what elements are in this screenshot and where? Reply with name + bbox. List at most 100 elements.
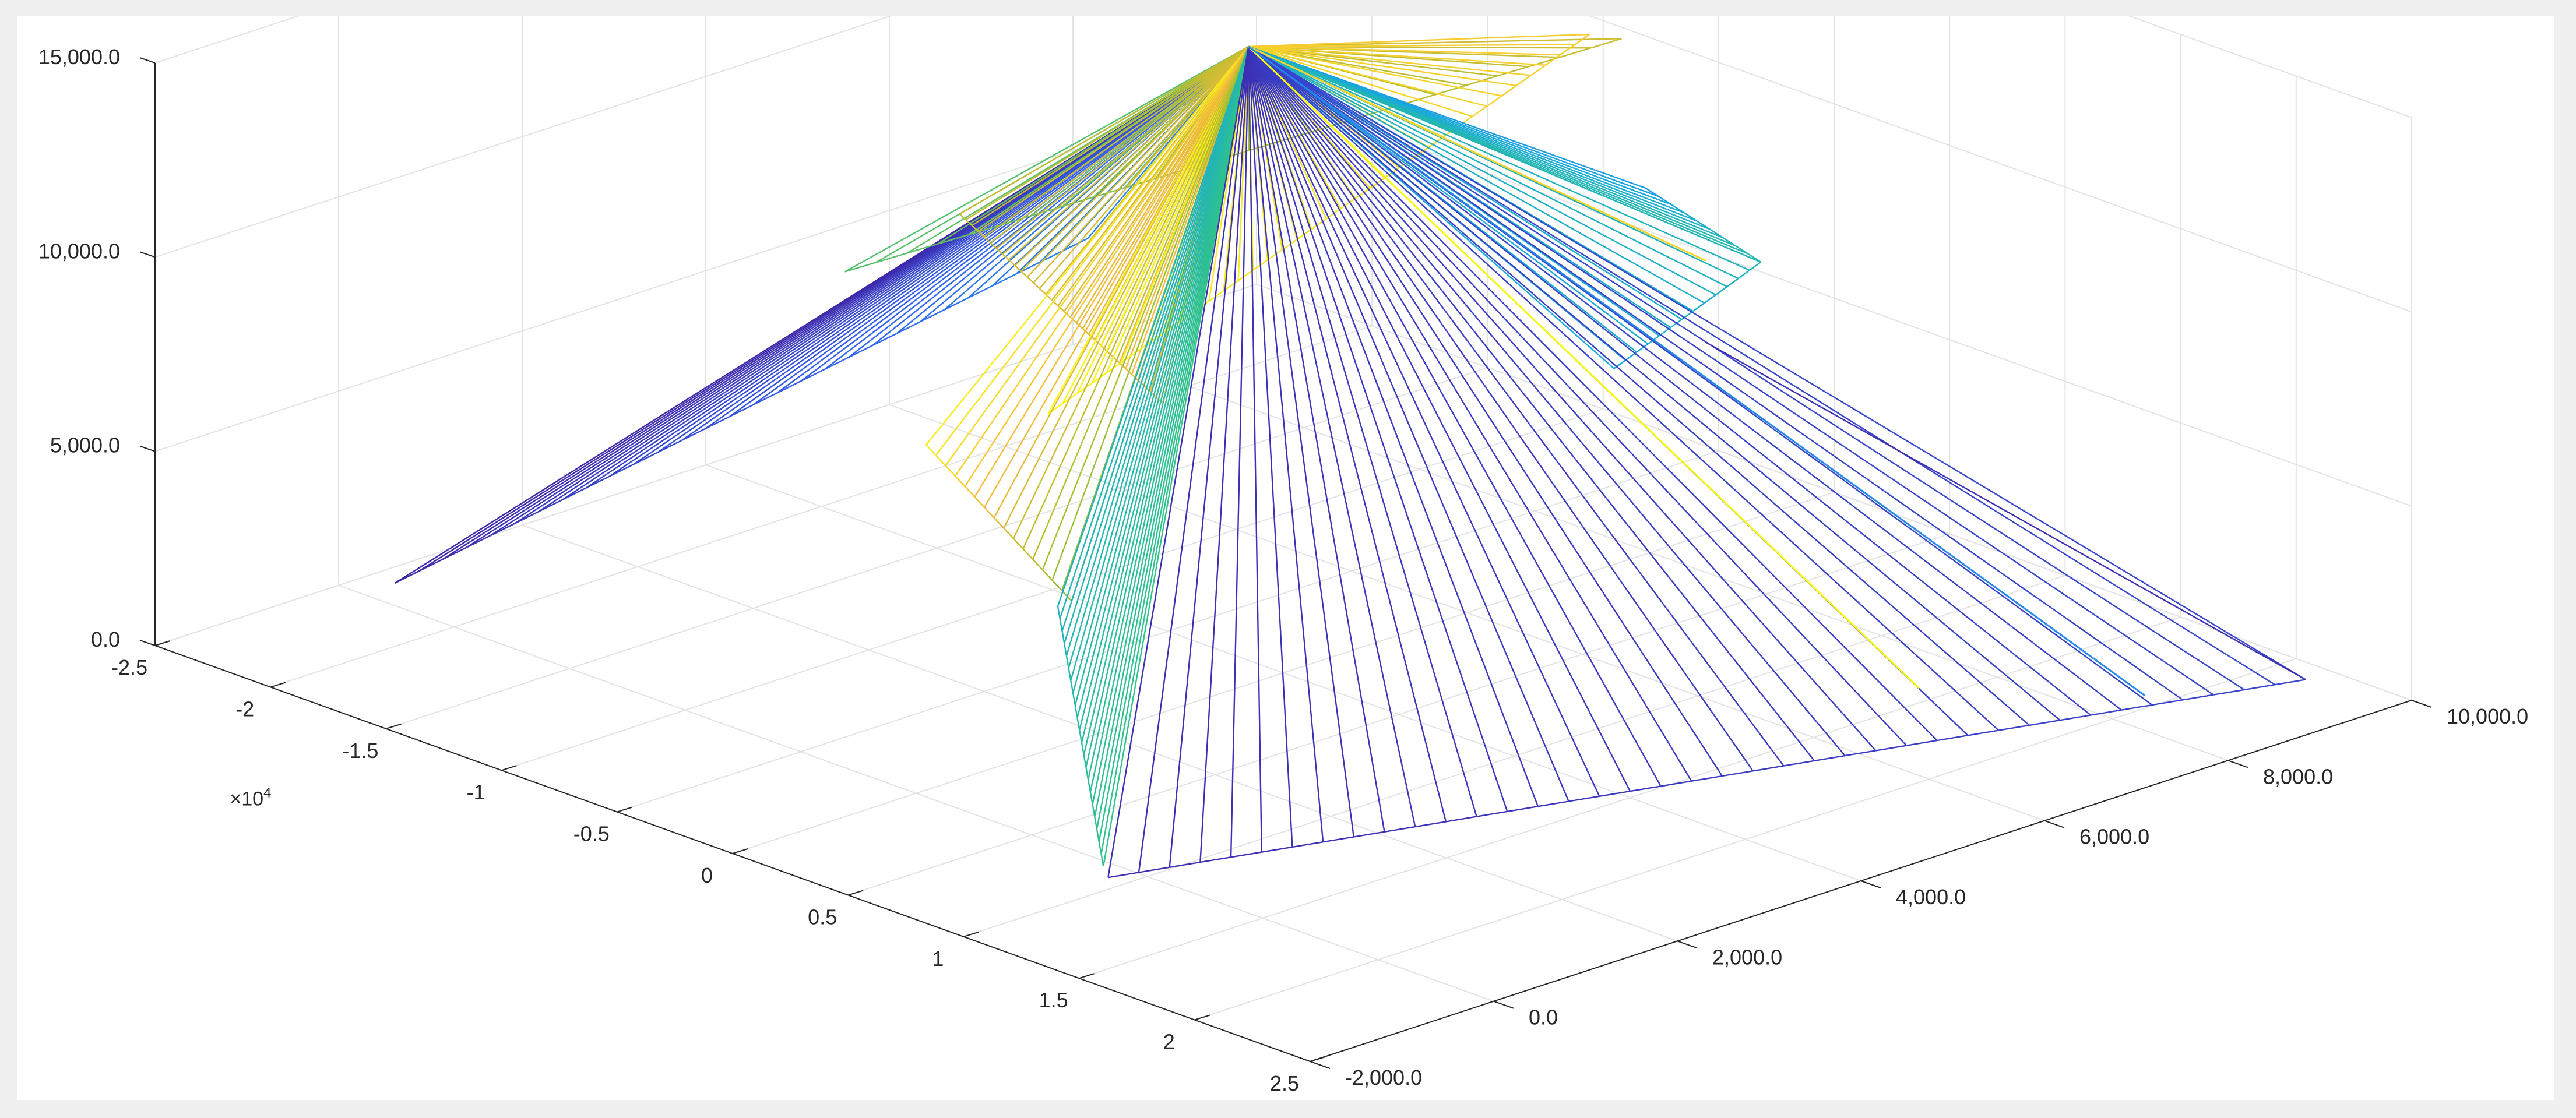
series-edge <box>1079 729 1083 743</box>
series-edge <box>1070 680 1074 693</box>
series-edge <box>965 219 973 226</box>
series-line <box>1248 45 2245 690</box>
series-edge <box>2029 720 2060 726</box>
x-axis-tick <box>1194 1014 1210 1021</box>
series-edge <box>1156 397 1163 404</box>
y-tick-label: 4,000.0 <box>1896 885 1966 909</box>
x-axis-tick <box>732 848 748 854</box>
series-edge <box>1064 311 1071 318</box>
series-edge <box>1497 66 1529 77</box>
series-edge <box>1002 253 1009 260</box>
series-line <box>1014 46 1250 266</box>
x-tick-label: -0.5 <box>573 822 610 846</box>
series-line <box>1003 46 1250 529</box>
series-edge <box>1138 866 1170 873</box>
series-edge <box>442 546 467 560</box>
gridline-back-z <box>2083 0 2412 118</box>
y-tick-label: 10,000.0 <box>2447 704 2528 728</box>
series-edge <box>1530 64 1546 76</box>
series-line <box>1032 46 1250 560</box>
series-edge <box>896 320 921 334</box>
series-line <box>1103 46 1250 867</box>
series-line <box>1248 46 1692 782</box>
series-line <box>1248 46 1447 822</box>
y-tick-label: 6,000.0 <box>2079 825 2149 849</box>
plot-area: -2.5 -2 -1.5 -1 -0.5 0 0.5 1 1.5 2 2.5 -2,000.0 0.0 2… <box>17 0 2554 1100</box>
series-edge <box>1630 785 1661 792</box>
z-tick-label: 10,000.0 <box>38 239 120 263</box>
x-axis-exponent-label: ×104 <box>230 785 271 810</box>
series-edge <box>977 231 985 238</box>
series-edge <box>984 506 995 519</box>
series-line <box>1248 46 1877 752</box>
series-edge <box>906 243 938 254</box>
series-line <box>1248 46 1354 837</box>
series-edge <box>1715 286 1728 296</box>
series-line <box>800 45 1250 382</box>
series-edge <box>1906 739 1937 746</box>
series-edge <box>1692 302 1705 312</box>
series-line <box>1169 46 1250 867</box>
series-line <box>1230 46 1250 858</box>
y-axis-tick <box>1493 1000 1514 1009</box>
series-line <box>1022 46 1250 549</box>
series-line <box>1061 46 1250 632</box>
series-line <box>983 45 1250 238</box>
series-edge <box>1022 548 1034 560</box>
series-edge <box>800 368 826 382</box>
gridline-left-z <box>154 284 1257 646</box>
series-line <box>1248 44 1575 48</box>
series-line <box>1076 46 1250 394</box>
series-edge <box>1691 775 1723 782</box>
series-line <box>1248 46 1815 761</box>
series-edge <box>1683 212 1698 222</box>
z-tick-label: 0.0 <box>91 627 120 651</box>
series-edge <box>1094 816 1098 830</box>
series-edge <box>1670 203 1685 214</box>
y-tick-label: 8,000.0 <box>2263 764 2333 788</box>
series-edge <box>995 248 1004 255</box>
series-edge <box>1384 826 1416 833</box>
series-line <box>776 45 1250 394</box>
series-edge <box>1696 220 1711 230</box>
series-edge <box>752 392 778 405</box>
series-line <box>1248 45 1750 271</box>
series-edge <box>1200 856 1231 863</box>
series-line <box>1041 46 1250 570</box>
series-line <box>1248 46 1908 746</box>
series-edge <box>993 517 1005 529</box>
series-edge <box>1020 270 1028 278</box>
series-edge <box>1267 249 1283 261</box>
series-edge <box>1072 693 1076 706</box>
series-line <box>1248 46 1477 817</box>
series-line <box>1248 46 1785 767</box>
x-tick-label: -1.5 <box>342 739 378 763</box>
series-edge <box>2152 699 2183 706</box>
series-edge <box>1208 290 1224 302</box>
series-line <box>1076 46 1250 718</box>
series-line <box>1039 46 1250 289</box>
series-edge <box>990 242 997 249</box>
series-edge <box>1968 729 1999 736</box>
y-axis-tick <box>2044 820 2065 828</box>
series-edge <box>1749 261 1762 271</box>
series-edge <box>2183 694 2214 701</box>
gridline-floor-y <box>889 404 2045 821</box>
series-edge <box>394 570 419 584</box>
series-line <box>1138 46 1250 873</box>
x-axis-tick <box>847 890 864 896</box>
series-line <box>1248 45 2183 701</box>
series-edge <box>1282 239 1297 251</box>
series-line <box>1020 46 1250 272</box>
series-line <box>990 45 1250 244</box>
series-line <box>1033 46 1250 284</box>
x-tick-label: -1 <box>467 780 485 804</box>
series-edge <box>513 511 539 525</box>
series-line <box>1074 46 1250 706</box>
tick-label-layer: -2.5 -2 -1.5 -1 -0.5 0 0.5 1 1.5 2 2.5 -2,000.0 0.0 2… <box>38 45 2528 1095</box>
series-edge <box>1057 305 1065 312</box>
series-edge <box>1069 316 1077 324</box>
series-line <box>925 46 1250 446</box>
series-edge <box>1507 806 1539 813</box>
